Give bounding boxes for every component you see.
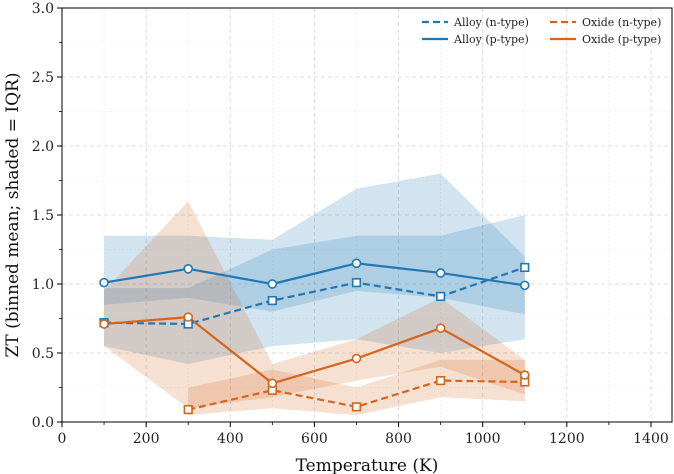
legend-label-alloy-n-type: Alloy (n-type) — [453, 16, 529, 29]
x-tick-label: 600 — [301, 431, 328, 447]
x-tick-label: 200 — [133, 431, 160, 447]
marker-alloy-n-type — [351, 278, 362, 288]
iqr-bands — [104, 173, 525, 416]
legend-label-alloy-p-type: Alloy (p-type) — [453, 33, 529, 46]
axis-ticks: 0 200 400 600 800 1000 1200 1400 0.0 0.5 1.0 1.5 2.0… — [32, 1, 669, 447]
marker-oxide-p-type — [435, 323, 446, 333]
x-tick-label: 1000 — [465, 431, 501, 447]
iqr-band-alloy-p-type — [104, 173, 525, 315]
marker-alloy-p-type — [99, 277, 109, 288]
x-tick-label: 1400 — [633, 431, 669, 447]
x-tick-label: 800 — [385, 431, 412, 447]
x-tick-label: 0 — [58, 431, 67, 447]
line-oxide-p-type — [103, 316, 526, 385]
y-tick-label: 1.0 — [32, 277, 54, 293]
x-axis-title: Temperature (K) — [296, 456, 439, 474]
y-tick-label: 1.5 — [32, 208, 54, 224]
series-lines — [103, 262, 526, 411]
marker-alloy-n-type — [267, 295, 277, 306]
marker-oxide-p-type — [267, 378, 278, 389]
marker-oxide-p-type — [351, 353, 362, 364]
marker-alloy-p-type — [519, 280, 530, 291]
iqr-band-alloy-n-type — [104, 215, 525, 365]
iqr-band-oxide-p-type — [104, 201, 525, 409]
x-tick-label: 400 — [217, 431, 244, 447]
line-oxide-n-type — [187, 379, 525, 411]
x-tick-label: 1200 — [549, 431, 585, 447]
iqr-band-oxide-n-type — [188, 359, 525, 416]
legend-label-oxide-n-type: Oxide (n-type) — [582, 16, 661, 29]
line-alloy-n-type — [104, 266, 526, 326]
marker-oxide-p-type — [99, 319, 109, 329]
marker-alloy-p-type — [267, 279, 278, 289]
y-axis-title: ZT (binned mean; shaded = IQR) — [3, 73, 23, 358]
y-tick-label: 0.5 — [32, 346, 54, 362]
y-tick-label: 3.0 — [32, 1, 54, 17]
marker-alloy-n-type — [436, 291, 446, 302]
marker-alloy-p-type — [183, 264, 194, 274]
y-tick-label: 0.0 — [32, 415, 54, 431]
marker-oxide-n-type — [436, 375, 446, 386]
marker-oxide-n-type — [351, 402, 362, 412]
y-tick-label: 2.5 — [32, 70, 54, 86]
marker-oxide-p-type — [519, 370, 530, 380]
marker-alloy-p-type — [351, 258, 362, 269]
y-tick-label: 2.0 — [32, 139, 54, 155]
legend: Alloy (n-type) Alloy (p-type) Oxide (n-typ… — [422, 16, 661, 46]
legend-label-oxide-p-type: Oxide (p-type) — [582, 33, 661, 46]
marker-alloy-n-type — [520, 262, 530, 273]
marker-oxide-p-type — [183, 312, 194, 322]
series-markers — [99, 258, 530, 415]
marker-alloy-p-type — [435, 268, 446, 278]
marker-oxide-n-type — [183, 404, 193, 415]
line-alloy-p-type — [103, 262, 525, 287]
